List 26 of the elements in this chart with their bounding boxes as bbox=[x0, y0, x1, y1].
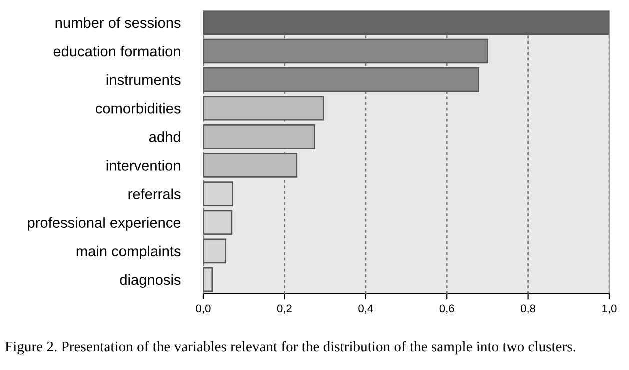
bar bbox=[204, 67, 480, 92]
y-tick-label: main complaints bbox=[76, 246, 181, 260]
bar bbox=[204, 153, 298, 178]
bar bbox=[204, 38, 488, 64]
y-tick-label: adhd bbox=[149, 132, 180, 142]
x-tick-label: 0,6 bbox=[440, 304, 454, 314]
y-tick-label: education formation bbox=[54, 46, 180, 57]
y-tick-label: comorbidities bbox=[96, 103, 181, 114]
x-tick-label: 1,0 bbox=[602, 304, 617, 314]
x-tick-label: 0,8 bbox=[521, 304, 536, 314]
x-tick-label: 0,4 bbox=[358, 304, 374, 314]
x-tick-label: 0,2 bbox=[277, 304, 292, 314]
y-tick-label: intervention bbox=[106, 160, 180, 171]
y-tick-label: professional experience bbox=[28, 217, 181, 231]
bar bbox=[204, 267, 214, 292]
x-tick-label: 0,0 bbox=[196, 304, 211, 314]
bar bbox=[204, 182, 234, 206]
y-tick-label: number of sessions bbox=[56, 17, 181, 28]
caption: Figure 2. Presentation of the variables relevant for the distribution of the sample into two clusters. bbox=[5, 341, 576, 355]
y-tick-label: diagnosis bbox=[120, 274, 181, 288]
y-tick-label: referrals bbox=[128, 188, 181, 200]
y-tick-label: instruments bbox=[106, 74, 181, 86]
bar bbox=[204, 238, 227, 264]
bar bbox=[204, 124, 316, 150]
bar bbox=[204, 210, 233, 236]
bar bbox=[204, 96, 324, 121]
